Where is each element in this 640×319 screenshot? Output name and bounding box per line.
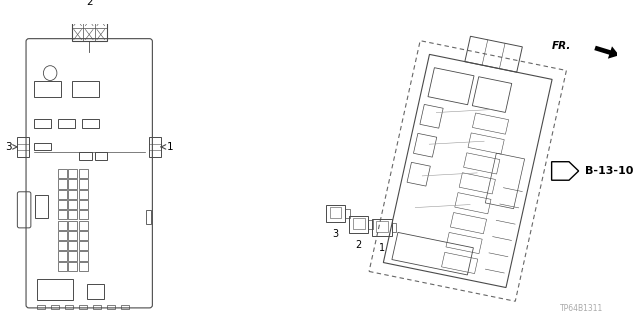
Text: 2: 2 [86, 0, 93, 7]
Bar [68, 220, 77, 230]
Bar [34, 143, 51, 150]
Bar [68, 190, 77, 199]
Bar [34, 81, 61, 97]
Bar [58, 190, 67, 199]
FancyArrow shape [595, 46, 619, 59]
Bar [150, 137, 161, 157]
Bar [68, 169, 77, 178]
Bar [82, 119, 99, 129]
Bar [428, 68, 474, 105]
Text: 1: 1 [379, 243, 385, 253]
Text: 3: 3 [5, 142, 12, 152]
Bar [68, 251, 77, 261]
Bar [79, 179, 88, 189]
Bar [72, 81, 99, 97]
Bar [463, 153, 500, 174]
Text: TP64B1311: TP64B1311 [559, 304, 603, 314]
Bar [468, 133, 504, 154]
Bar [72, 14, 107, 41]
Text: 2: 2 [356, 240, 362, 250]
Bar [58, 262, 67, 271]
Bar [79, 262, 88, 271]
Bar [95, 152, 107, 160]
Bar [68, 179, 77, 189]
Bar [79, 152, 92, 160]
Bar [79, 251, 88, 261]
Bar [79, 305, 87, 309]
Bar [392, 233, 474, 275]
Bar [472, 77, 512, 112]
Bar [369, 220, 373, 229]
Bar [120, 305, 129, 309]
Bar [107, 305, 115, 309]
Bar [372, 219, 392, 236]
Bar [79, 200, 88, 209]
Text: B-13-10: B-13-10 [586, 166, 634, 176]
Bar [58, 251, 67, 261]
Bar [58, 179, 67, 189]
Bar [65, 305, 74, 309]
Bar [17, 137, 29, 157]
Bar [58, 169, 67, 178]
Bar [58, 119, 76, 129]
Text: 3: 3 [333, 229, 339, 239]
Bar [146, 210, 152, 224]
Bar [485, 153, 525, 209]
Bar [442, 252, 478, 274]
Text: FR.: FR. [552, 41, 571, 51]
Bar [420, 104, 443, 128]
Bar [446, 233, 482, 254]
Bar [326, 205, 345, 222]
Bar [345, 209, 350, 218]
Bar [79, 231, 88, 240]
Bar [79, 190, 88, 199]
Bar [383, 55, 552, 287]
Bar [472, 113, 509, 134]
Bar [330, 207, 341, 218]
Bar [413, 133, 436, 157]
Bar [36, 305, 45, 309]
Bar [353, 218, 365, 229]
Bar [376, 221, 388, 232]
Bar [79, 210, 88, 219]
Bar [455, 193, 491, 214]
Bar [451, 212, 486, 234]
Bar [35, 195, 48, 218]
Bar [349, 216, 369, 233]
Bar [58, 210, 67, 219]
Bar [58, 200, 67, 209]
Bar [93, 305, 101, 309]
Bar [79, 220, 88, 230]
Bar [465, 36, 522, 72]
Bar [58, 241, 67, 250]
Bar [58, 220, 67, 230]
Bar [87, 284, 104, 299]
Bar [79, 241, 88, 250]
Bar [36, 279, 74, 300]
Bar [68, 210, 77, 219]
Bar [459, 173, 495, 194]
Bar [369, 41, 566, 301]
Bar [58, 231, 67, 240]
Bar [68, 241, 77, 250]
Bar [34, 119, 51, 129]
Bar [392, 223, 396, 232]
Bar [68, 231, 77, 240]
Bar [51, 305, 60, 309]
Bar [407, 162, 430, 186]
Bar [68, 200, 77, 209]
Text: 1: 1 [167, 142, 173, 152]
Bar [68, 262, 77, 271]
Bar [79, 169, 88, 178]
